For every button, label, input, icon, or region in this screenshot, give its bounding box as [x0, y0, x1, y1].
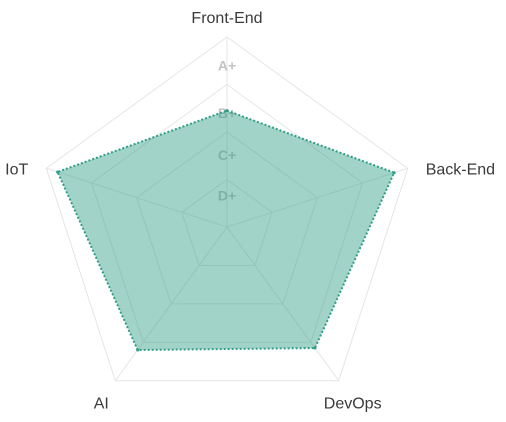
radar-grid — [45, 36, 409, 382]
grid-spoke-3 — [114, 226, 228, 382]
axis-label-ai: AI — [94, 396, 109, 413]
grid-spoke-2 — [226, 226, 340, 382]
radar-axis-labels: Front-End Back-End DevOps AI IoT — [5, 10, 495, 413]
scale-label-c-plus: C+ — [218, 147, 236, 163]
grid-ring-2 — [136, 131, 318, 305]
grid-ring-1 — [181, 178, 273, 266]
axis-label-front-end: Front-End — [191, 10, 262, 27]
data-point-ai — [136, 348, 140, 352]
data-point-devops — [313, 346, 317, 350]
grid-spoke-4 — [46, 167, 228, 228]
data-point-back-end — [392, 171, 396, 175]
series-area-0 — [56, 109, 396, 351]
data-point-front-end — [225, 109, 229, 113]
data-point-iot — [56, 170, 60, 174]
radar-scale-labels: D+ C+ B+ A+ — [218, 58, 236, 204]
scale-label-d-plus: D+ — [218, 188, 236, 204]
grid-ring-3 — [90, 83, 364, 343]
radar-series — [56, 109, 396, 352]
axis-label-iot: IoT — [5, 161, 28, 178]
axis-label-devops: DevOps — [324, 396, 382, 413]
scale-label-b-plus: B+ — [218, 105, 236, 121]
grid-spoke-1 — [226, 167, 408, 228]
axis-label-back-end: Back-End — [426, 161, 495, 178]
scale-label-a-plus: A+ — [218, 58, 236, 74]
grid-ring-4 — [45, 36, 409, 382]
